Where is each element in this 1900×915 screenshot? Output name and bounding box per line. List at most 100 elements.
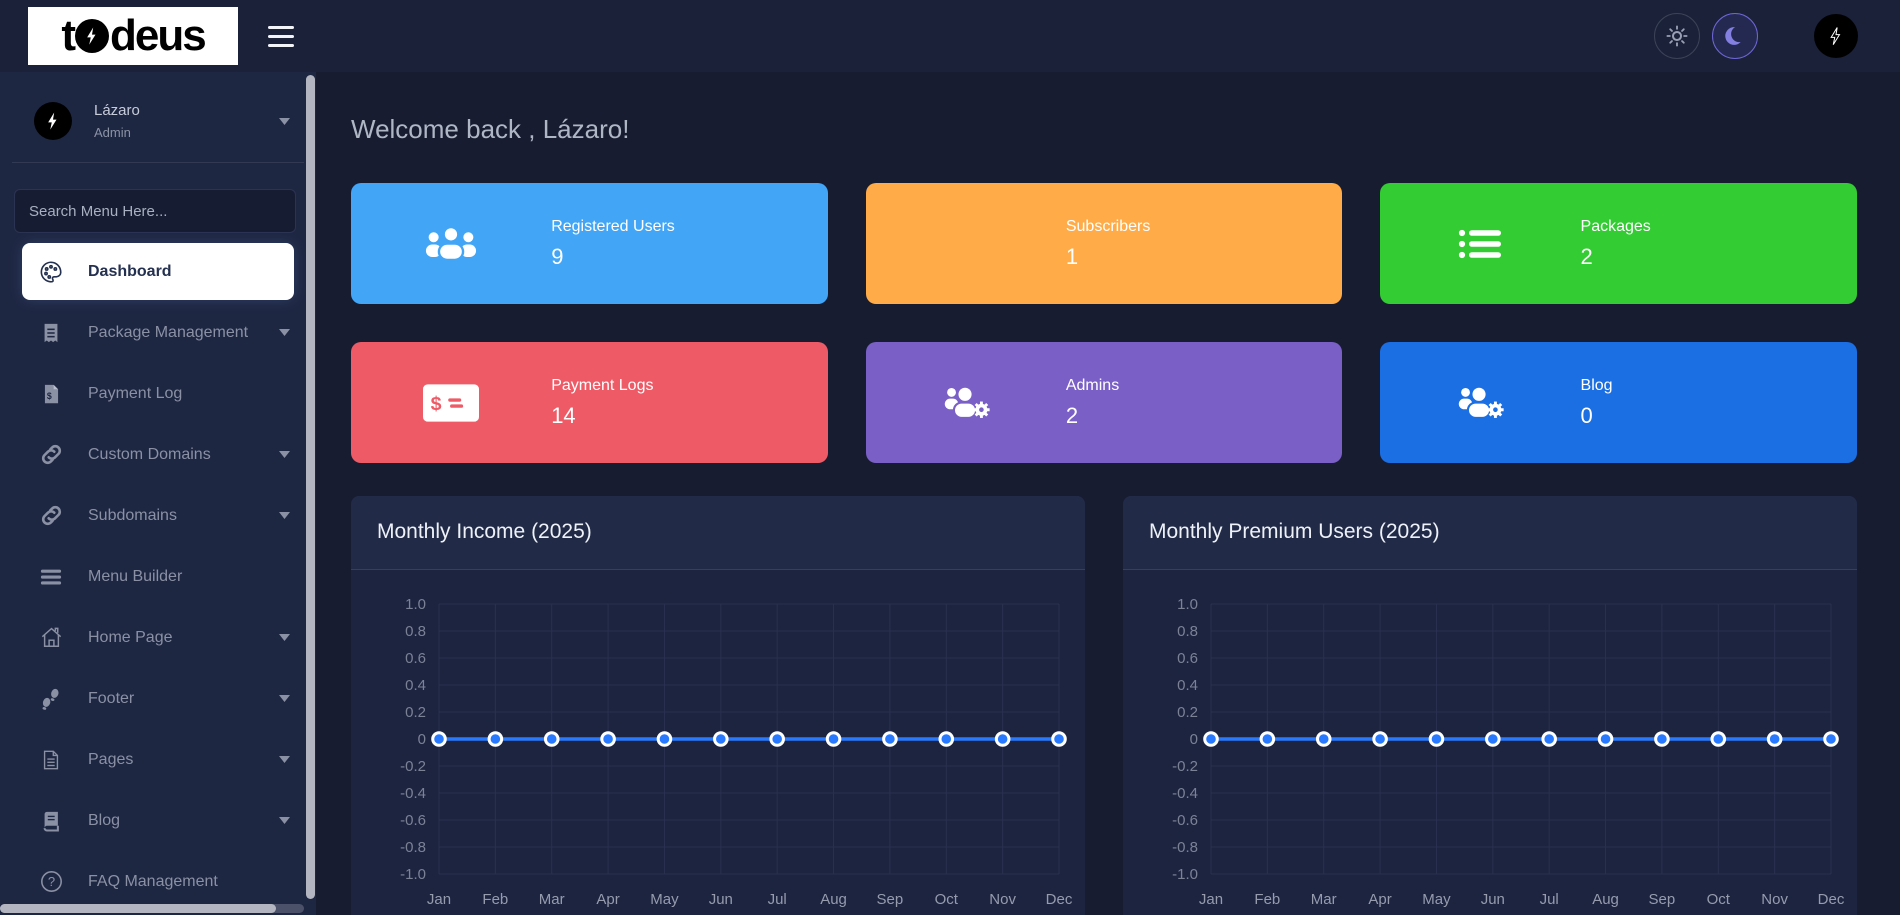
- profile-avatar[interactable]: [1814, 14, 1858, 58]
- sidebar-item-label: Custom Domains: [88, 445, 211, 463]
- chevron-down-icon: [279, 117, 290, 125]
- sun-icon[interactable]: [1654, 13, 1700, 59]
- svg-text:May: May: [1422, 891, 1451, 908]
- svg-text:-1.0: -1.0: [400, 866, 426, 883]
- welcome-heading: Welcome back , Lázaro!: [351, 114, 630, 144]
- svg-text:Jul: Jul: [1540, 891, 1559, 908]
- svg-text:Mar: Mar: [539, 891, 565, 908]
- svg-text:Dec: Dec: [1818, 891, 1845, 908]
- svg-text:Aug: Aug: [820, 891, 847, 908]
- svg-text:?: ?: [47, 874, 54, 889]
- search-input[interactable]: [14, 189, 296, 233]
- sidebar-item-faq-management[interactable]: ? FAQ Management: [0, 851, 316, 912]
- palette-icon: [38, 259, 64, 285]
- sidebar-item-blog[interactable]: Blog: [0, 790, 316, 851]
- book-icon: [38, 809, 64, 833]
- svg-text:-0.8: -0.8: [1172, 839, 1198, 856]
- sidebar-item-label: Menu Builder: [88, 567, 183, 585]
- stat-value: 0: [1580, 402, 1593, 428]
- hamburger-menu-icon[interactable]: [268, 25, 294, 47]
- svg-text:-0.2: -0.2: [1172, 758, 1198, 775]
- sidebar-item-pages[interactable]: Pages: [0, 729, 316, 790]
- stat-card-subscribers[interactable]: Subscribers 1: [865, 183, 1343, 304]
- sidebar: Lázaro Admin Dashboard Package Management…: [0, 72, 316, 915]
- main-content: Welcome back , Lázaro! Registered Users 9…: [316, 72, 1900, 915]
- stat-card-blog[interactable]: Blog 0: [1380, 342, 1857, 463]
- link-icon: [38, 503, 64, 528]
- sidebar-item-package-management[interactable]: Package Management: [0, 302, 316, 363]
- chevron-down-icon: [279, 329, 290, 336]
- svg-text:Sep: Sep: [877, 891, 904, 908]
- moon-icon[interactable]: [1712, 13, 1758, 59]
- svg-text:-1.0: -1.0: [1172, 866, 1198, 883]
- stat-label: Packages: [1580, 217, 1651, 235]
- svg-text:Nov: Nov: [1761, 891, 1788, 908]
- chart-title: Monthly Premium Users (2025): [1123, 496, 1857, 570]
- svg-text:Oct: Oct: [1707, 891, 1731, 908]
- sidebar-item-label: FAQ Management: [88, 872, 218, 890]
- sidebar-item-payment-log[interactable]: $ Payment Log: [0, 363, 316, 424]
- link-icon: [38, 442, 64, 467]
- topbar: t deus: [0, 0, 1900, 72]
- money-check-icon: $: [351, 383, 551, 422]
- invoice-dollar-icon: $: [38, 382, 64, 406]
- svg-text:0: 0: [1190, 731, 1198, 748]
- svg-text:-0.6: -0.6: [1172, 812, 1198, 829]
- app-logo[interactable]: t deus: [28, 7, 238, 65]
- stat-card-payment-logs[interactable]: $ Payment Logs 14: [351, 342, 828, 463]
- users-gear-icon: [1380, 382, 1580, 424]
- stat-card-admins[interactable]: Admins 2: [865, 342, 1343, 463]
- lightning-bolt-icon: [74, 19, 109, 53]
- sidebar-user[interactable]: Lázaro Admin: [0, 72, 316, 140]
- svg-text:1.0: 1.0: [1177, 596, 1198, 613]
- stat-card-registered-users[interactable]: Registered Users 9: [351, 183, 828, 304]
- svg-text:-0.6: -0.6: [400, 812, 426, 829]
- sidebar-item-custom-domains[interactable]: Custom Domains: [0, 424, 316, 485]
- footprints-icon: [38, 687, 64, 711]
- svg-text:0: 0: [418, 731, 426, 748]
- svg-text:Jun: Jun: [709, 891, 733, 908]
- svg-text:-0.8: -0.8: [400, 839, 426, 856]
- svg-text:1.0: 1.0: [405, 596, 426, 613]
- svg-text:0.2: 0.2: [405, 704, 426, 721]
- svg-text:Apr: Apr: [596, 891, 619, 908]
- chevron-down-icon: [279, 512, 290, 519]
- stat-label: Subscribers: [1065, 217, 1151, 235]
- svg-text:0.6: 0.6: [1177, 650, 1198, 667]
- stat-text: Packages 2: [1581, 218, 1651, 270]
- sidebar-item-label: Home Page: [88, 628, 173, 646]
- svg-text:0.4: 0.4: [405, 677, 426, 694]
- user-meta: Lázaro Admin: [94, 102, 140, 140]
- monthly-premium-users-line-chart: 1.0 0.8 0.6 0.4 0.2 0 -0.2 -0.4 -0.6 -0.8 -1.0 Jan F…: [1123, 570, 1857, 915]
- sidebar-item-footer[interactable]: Footer: [0, 668, 316, 729]
- sidebar-horizontal-scrollbar[interactable]: [0, 904, 276, 913]
- user-role: Admin: [94, 125, 131, 140]
- svg-text:Jul: Jul: [768, 891, 787, 908]
- svg-text:Feb: Feb: [1254, 891, 1280, 908]
- sidebar-item-subdomains[interactable]: Subdomains: [0, 485, 316, 546]
- sidebar-item-menu-builder[interactable]: Menu Builder: [0, 546, 316, 607]
- svg-text:Feb: Feb: [482, 891, 508, 908]
- sidebar-item-label: Package Management: [88, 323, 249, 341]
- stat-card-packages[interactable]: Packages 2: [1380, 183, 1857, 304]
- sidebar-divider: [12, 162, 304, 163]
- stat-label: Payment Logs: [551, 376, 654, 394]
- sidebar-item-dashboard[interactable]: Dashboard: [22, 243, 294, 300]
- svg-text:$: $: [431, 393, 442, 415]
- sidebar-item-label: Dashboard: [88, 262, 172, 280]
- file-lines-icon: [38, 748, 64, 772]
- receipt-icon: [38, 321, 64, 345]
- charts-grid: Monthly Income (2025) 1.0 0.8 0.6 0.4 0.2 0 -0…: [351, 496, 1857, 915]
- svg-text:$: $: [46, 390, 51, 400]
- sidebar-vertical-scrollbar[interactable]: [306, 75, 315, 899]
- sidebar-item-label: Subdomains: [88, 506, 177, 524]
- sidebar-item-home-page[interactable]: Home Page: [0, 607, 316, 668]
- svg-text:Oct: Oct: [935, 891, 959, 908]
- svg-text:0.8: 0.8: [1177, 623, 1198, 640]
- stat-text: Blog 0: [1581, 377, 1613, 429]
- sidebar-item-label: Footer: [88, 689, 135, 707]
- stat-value: 9: [551, 243, 564, 269]
- list-icon: [1380, 226, 1580, 262]
- stat-value: 2: [1580, 243, 1593, 269]
- monthly-income-line-chart: 1.0 0.8 0.6 0.4 0.2 0 -0.2 -0.4 -0.6 -0.8 -1.0 Jan F…: [351, 570, 1085, 915]
